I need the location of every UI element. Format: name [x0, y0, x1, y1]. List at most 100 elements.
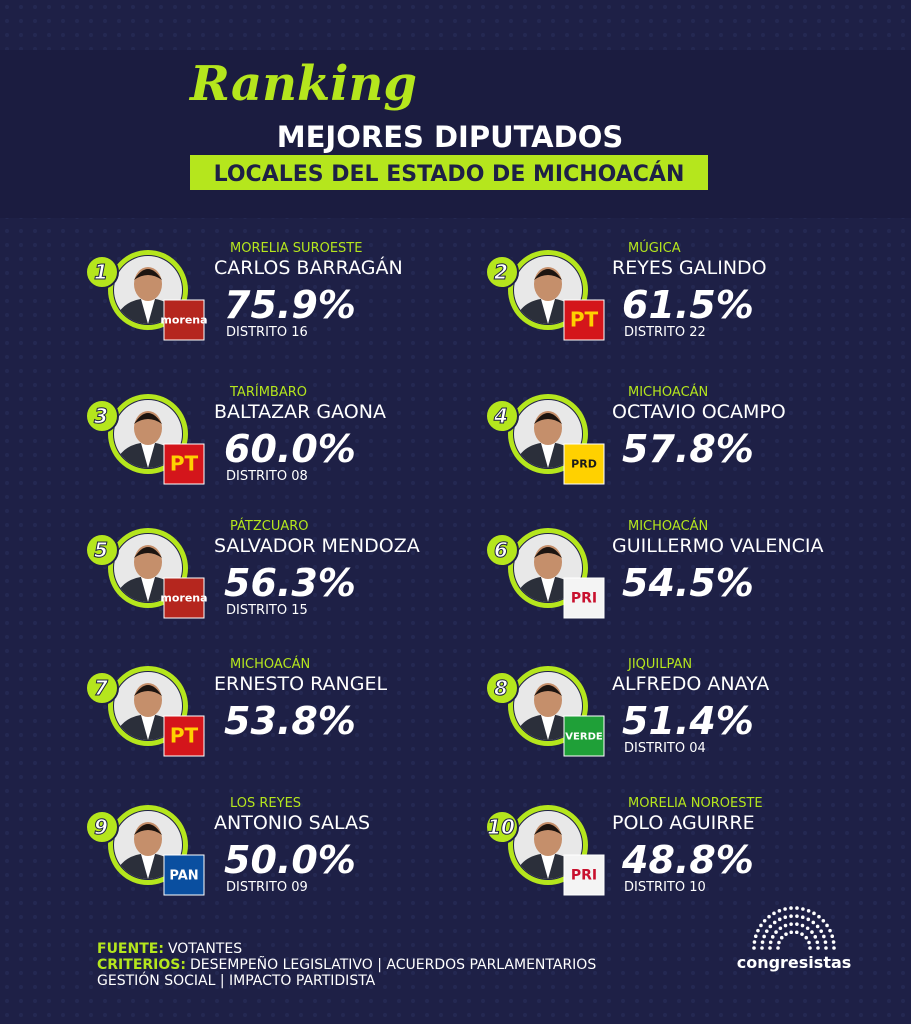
- logo-dot: [783, 923, 788, 928]
- logo-dot: [789, 930, 794, 935]
- name: ERNESTO RANGEL: [214, 673, 387, 695]
- logo-dot: [772, 920, 777, 925]
- rank-badge: [85, 810, 119, 844]
- party-logo: [163, 299, 205, 341]
- logo-dot: [764, 929, 769, 933]
- district: DISTRITO 09: [226, 880, 308, 895]
- label: FUENTE:: [97, 941, 164, 957]
- party-name: VERDE: [565, 731, 603, 742]
- logo-dot: [795, 906, 799, 910]
- logo-dot: [789, 922, 793, 926]
- logo-dot: [807, 940, 811, 945]
- shirt: [141, 715, 155, 740]
- hair: [134, 413, 162, 424]
- party-name: morena: [160, 314, 207, 327]
- party-name: PT: [170, 452, 199, 476]
- name: ALFREDO ANAYA: [612, 673, 769, 695]
- logo-dot: [815, 924, 820, 929]
- logo-dot: [808, 946, 812, 950]
- rank: 9: [94, 815, 108, 839]
- party-logo: [563, 577, 605, 619]
- logo-dot: [784, 932, 788, 936]
- party-logo: [563, 443, 605, 485]
- score: 75.9%: [224, 283, 356, 327]
- logo-dot: [779, 935, 784, 940]
- name: CARLOS BARRAGÁN: [214, 256, 403, 279]
- location: TARÍMBARO: [229, 384, 307, 400]
- party-name: PRD: [571, 458, 597, 471]
- logo-dot: [768, 940, 773, 945]
- rank: 3: [94, 404, 108, 428]
- logo-dot: [828, 928, 832, 933]
- location: PÁTZCUARO: [230, 518, 309, 534]
- logo-dot: [762, 934, 766, 939]
- rank-badge: [485, 255, 519, 289]
- district: DISTRITO 10: [624, 880, 706, 895]
- location: LOS REYES: [230, 796, 301, 811]
- district: DISTRITO 04: [624, 741, 706, 756]
- logo-dot: [770, 935, 775, 939]
- rank-badge: [85, 255, 119, 289]
- logo-dot: [810, 930, 814, 934]
- logo-dot: [772, 911, 776, 916]
- shirt: [141, 854, 155, 879]
- logo-dot: [824, 946, 828, 950]
- name: ANTONIO SALAS: [214, 812, 370, 834]
- logo-dot: [760, 946, 764, 950]
- rank: 10: [487, 815, 515, 839]
- logo-dot: [768, 924, 773, 929]
- footer-criteria: CRITERIOS: DESEMPEÑO LEGISLATIVO | ACUERD…: [97, 956, 596, 973]
- shirt: [541, 299, 555, 324]
- shirt: [541, 854, 555, 879]
- location: MORELIA SUROESTE: [230, 241, 362, 256]
- name: GUILLERMO VALENCIA: [612, 535, 823, 557]
- rank: 6: [494, 538, 508, 562]
- shirt: [541, 715, 555, 740]
- shirt: [141, 443, 155, 468]
- logo-dot: [806, 917, 811, 922]
- header-subtitle: LOCALES DEL ESTADO DE MICHOACÁN: [214, 161, 685, 187]
- logo-dot: [789, 914, 793, 918]
- score: 56.3%: [224, 561, 356, 605]
- shirt: [141, 299, 155, 324]
- logo-dot: [753, 934, 758, 939]
- rank-badge: [85, 533, 119, 567]
- logo-dot: [801, 907, 805, 911]
- logo-dot: [813, 935, 818, 939]
- logo-dot: [831, 940, 836, 944]
- location: MICHOACÁN: [628, 384, 708, 400]
- location: MORELIA NOROESTE: [628, 796, 763, 811]
- rank: 8: [494, 676, 508, 700]
- value: VOTANTES: [168, 941, 242, 957]
- rank: 2: [494, 260, 508, 284]
- score: 61.5%: [622, 283, 754, 327]
- rank: 4: [493, 404, 508, 428]
- hair: [134, 547, 162, 558]
- logo-dot: [777, 940, 781, 945]
- party-logo: [163, 443, 205, 485]
- logo-dot: [789, 906, 793, 910]
- hair: [534, 685, 562, 696]
- location: JIQUILPAN: [627, 657, 692, 672]
- district: DISTRITO 15: [226, 603, 308, 618]
- score: 57.8%: [622, 427, 754, 471]
- name: POLO AGUIRRE: [612, 812, 755, 834]
- logo-dot: [795, 914, 799, 918]
- score: 54.5%: [622, 561, 754, 605]
- logo-dot: [783, 915, 788, 920]
- party-name: morena: [160, 592, 207, 605]
- score: 53.8%: [224, 699, 356, 743]
- header-title: MEJORES DIPUTADOS: [277, 120, 624, 154]
- hair: [134, 269, 162, 280]
- logo-dot: [811, 920, 816, 925]
- logo-dot: [759, 923, 763, 928]
- score: 51.4%: [622, 699, 754, 743]
- hair: [534, 824, 562, 835]
- party-logo: [563, 299, 605, 341]
- party-name: PAN: [169, 868, 198, 883]
- logo-dot: [762, 918, 767, 923]
